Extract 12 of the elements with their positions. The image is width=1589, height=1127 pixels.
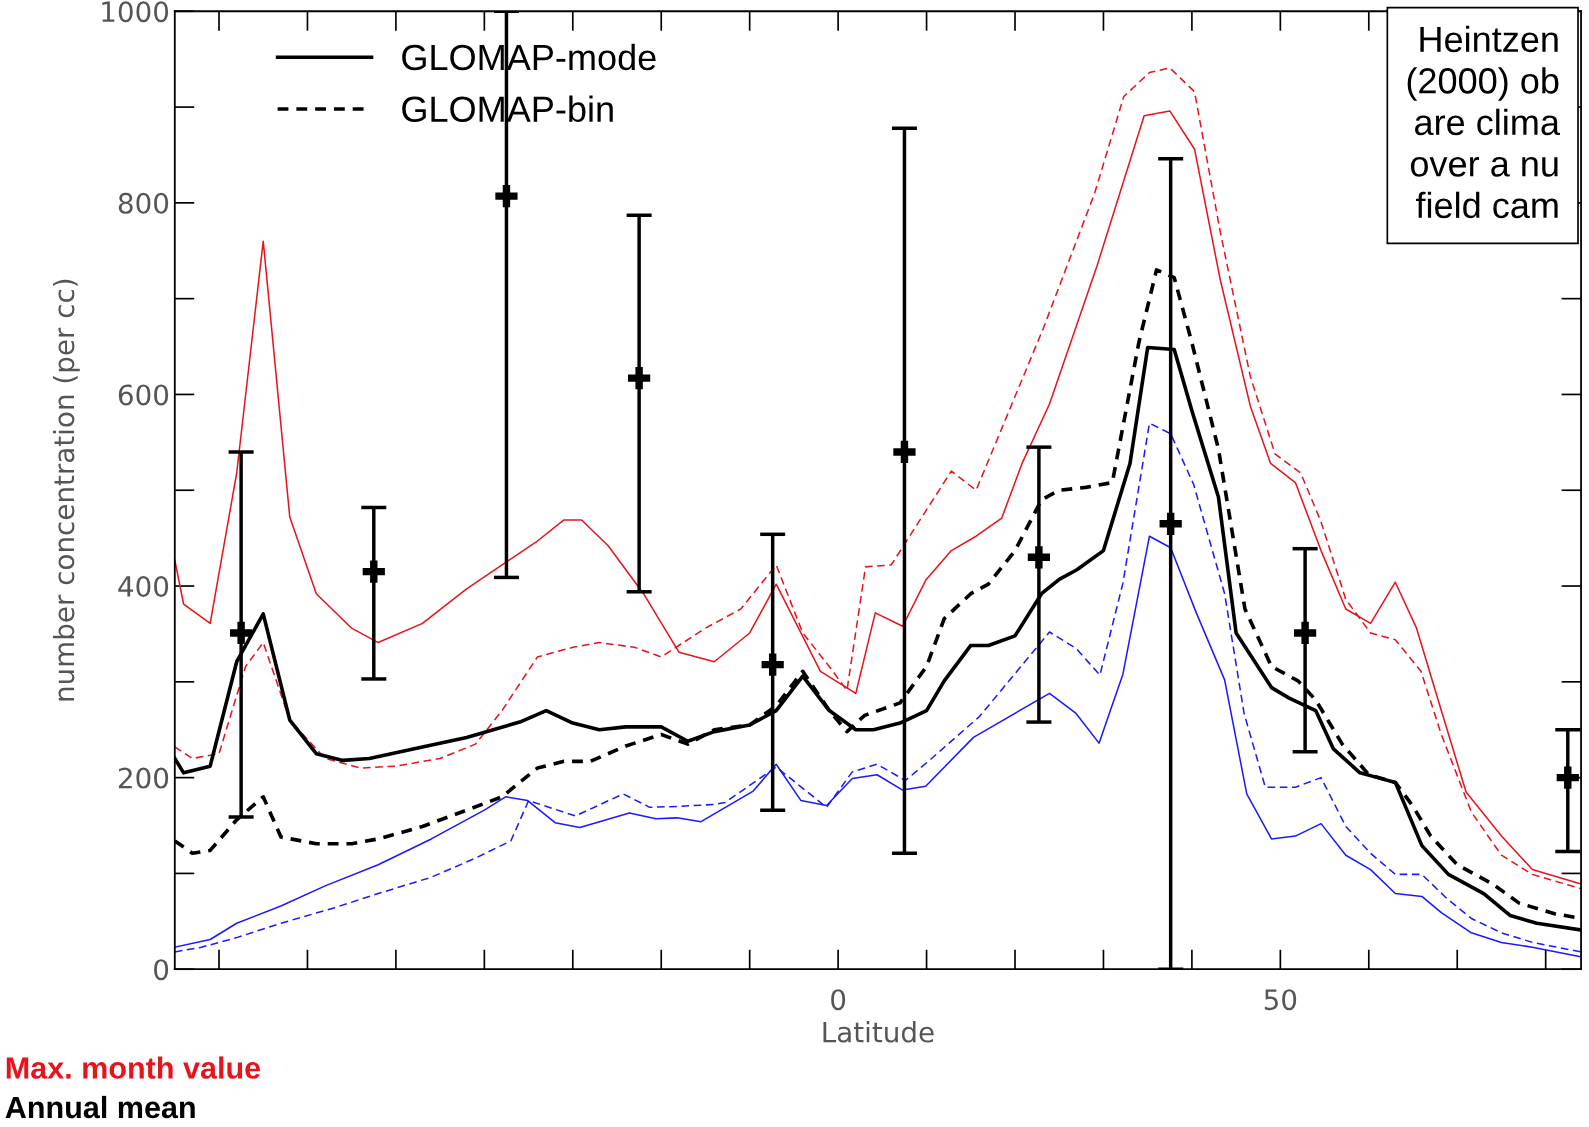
y-tick-label: 800: [118, 192, 169, 214]
y-tick-label: 1000: [102, 1, 169, 23]
text: Annual mean: [5, 1095, 195, 1119]
x-axis-title: Latitude: [823, 1021, 934, 1043]
x-tick-label: 50: [1264, 989, 1297, 1011]
annotation: Heintzen (2000) ob are clima over a nu field cam: [1407, 25, 1560, 219]
y-tick-label: 400: [118, 575, 169, 597]
text: Max. month value: [6, 1056, 261, 1079]
y-tick-label: 0: [154, 959, 169, 981]
y-axis-title: number concentration (per cc): [52, 279, 80, 701]
y-tick-label: 200: [118, 767, 169, 789]
y-tick-label: 600: [118, 384, 169, 406]
